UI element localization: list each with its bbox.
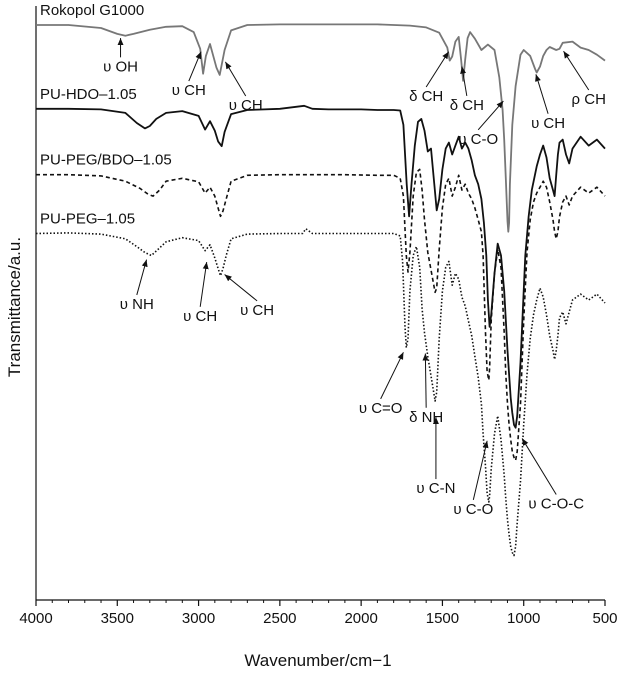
series-label: PU-PEG–1.05: [40, 211, 135, 228]
annotation-layer: υ OH υ CH υ CH δ CH δ CH υ C-O υ CH ρ CH υ NH υ C…: [103, 38, 606, 518]
annotation-arrow: [188, 51, 202, 82]
x-axis: 4000 3500 3000 2500 2000 1500 1000 500: [19, 600, 618, 627]
annotation-arrow: [425, 51, 450, 88]
x-tick-label: 1000: [507, 610, 540, 627]
series-label: PU-PEG/BDO–1.05: [40, 152, 172, 169]
annotation-label: δ NH: [409, 409, 443, 426]
annotation-label: υ CH: [172, 82, 206, 99]
x-tick-label: 2000: [344, 610, 377, 627]
annotation-label: υ OH: [103, 58, 138, 75]
series-line: [36, 104, 606, 429]
x-tick-label: 3500: [101, 610, 134, 627]
x-tick-label: 3000: [182, 610, 215, 627]
x-tick-label: 4000: [19, 610, 52, 627]
annotation-label: δ CH: [450, 97, 484, 114]
series-label: Rokopol G1000: [40, 2, 144, 19]
annotation-label: υ C-O-C: [528, 496, 584, 513]
x-axis-title: Wavenumber/cm−1: [244, 651, 391, 670]
annotation-arrow: [136, 259, 148, 296]
annotation-arrow: [521, 438, 557, 495]
annotation-label: υ NH: [120, 296, 154, 313]
series-line: [35, 228, 606, 557]
series-label: PU-HDO–1.05: [40, 86, 137, 103]
annotation-arrow: [380, 352, 404, 400]
annotation-arrow: [422, 353, 429, 408]
annotation-label: υ C-O: [453, 501, 493, 518]
annotation-arrow: [199, 261, 209, 307]
annotation-arrow: [563, 50, 590, 91]
x-tick-label: 2500: [263, 610, 296, 627]
annotation-label: δ CH: [409, 88, 443, 105]
annotation-arrow: [477, 100, 504, 131]
annotation-arrow: [535, 74, 549, 114]
annotation-label: υ CH: [531, 115, 565, 132]
series-line: [36, 23, 606, 233]
x-tick-label: 500: [592, 610, 617, 627]
annotation-label: υ C-N: [416, 480, 455, 497]
plot-frame: [35, 6, 605, 601]
annotation-label: υ CH: [229, 97, 263, 114]
annotation-arrow: [224, 274, 258, 302]
annotation-label: υ CH: [183, 308, 217, 325]
annotation-arrow: [472, 440, 489, 500]
annotation-label: ρ CH: [572, 91, 606, 108]
series-layer: Rokopol G1000 PU-HDO–1.05 PU-PEG/BDO–1.05 P…: [35, 2, 606, 557]
annotation-arrow: [224, 61, 247, 97]
annotation-label: υ CH: [240, 302, 274, 319]
annotation-label: υ C-O: [458, 131, 498, 148]
annotation-label: υ C=O: [359, 400, 403, 417]
y-axis-title: Transmittance/a.u.: [5, 237, 24, 377]
x-tick-label: 1500: [426, 610, 459, 627]
annotation-arrow: [460, 66, 468, 97]
